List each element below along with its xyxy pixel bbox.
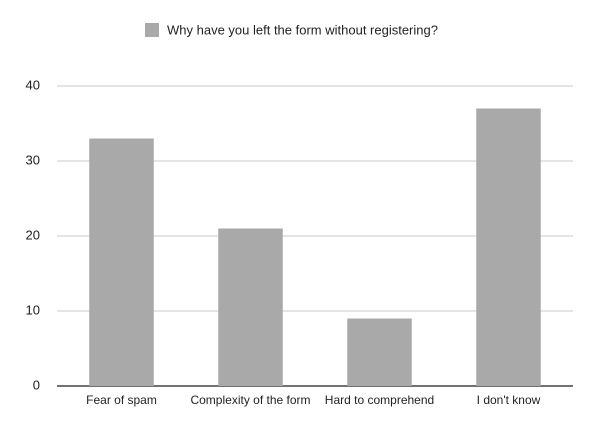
legend-label: Why have you left the form without regis… [167,22,438,37]
bar [476,108,541,386]
bar [347,318,412,386]
bar [89,138,154,386]
y-tick-label: 40 [26,77,40,92]
y-tick-label: 0 [33,377,40,392]
y-tick-label: 30 [26,152,40,167]
y-tick-label: 10 [26,302,40,317]
bar [218,228,283,386]
x-tick-label: Complexity of the form [190,393,310,407]
y-tick-label: 20 [26,227,40,242]
legend-swatch [145,23,159,37]
x-tick-label: Fear of spam [86,393,157,407]
x-tick-label: Hard to comprehend [325,393,434,407]
x-tick-label: I don't know [477,393,541,407]
